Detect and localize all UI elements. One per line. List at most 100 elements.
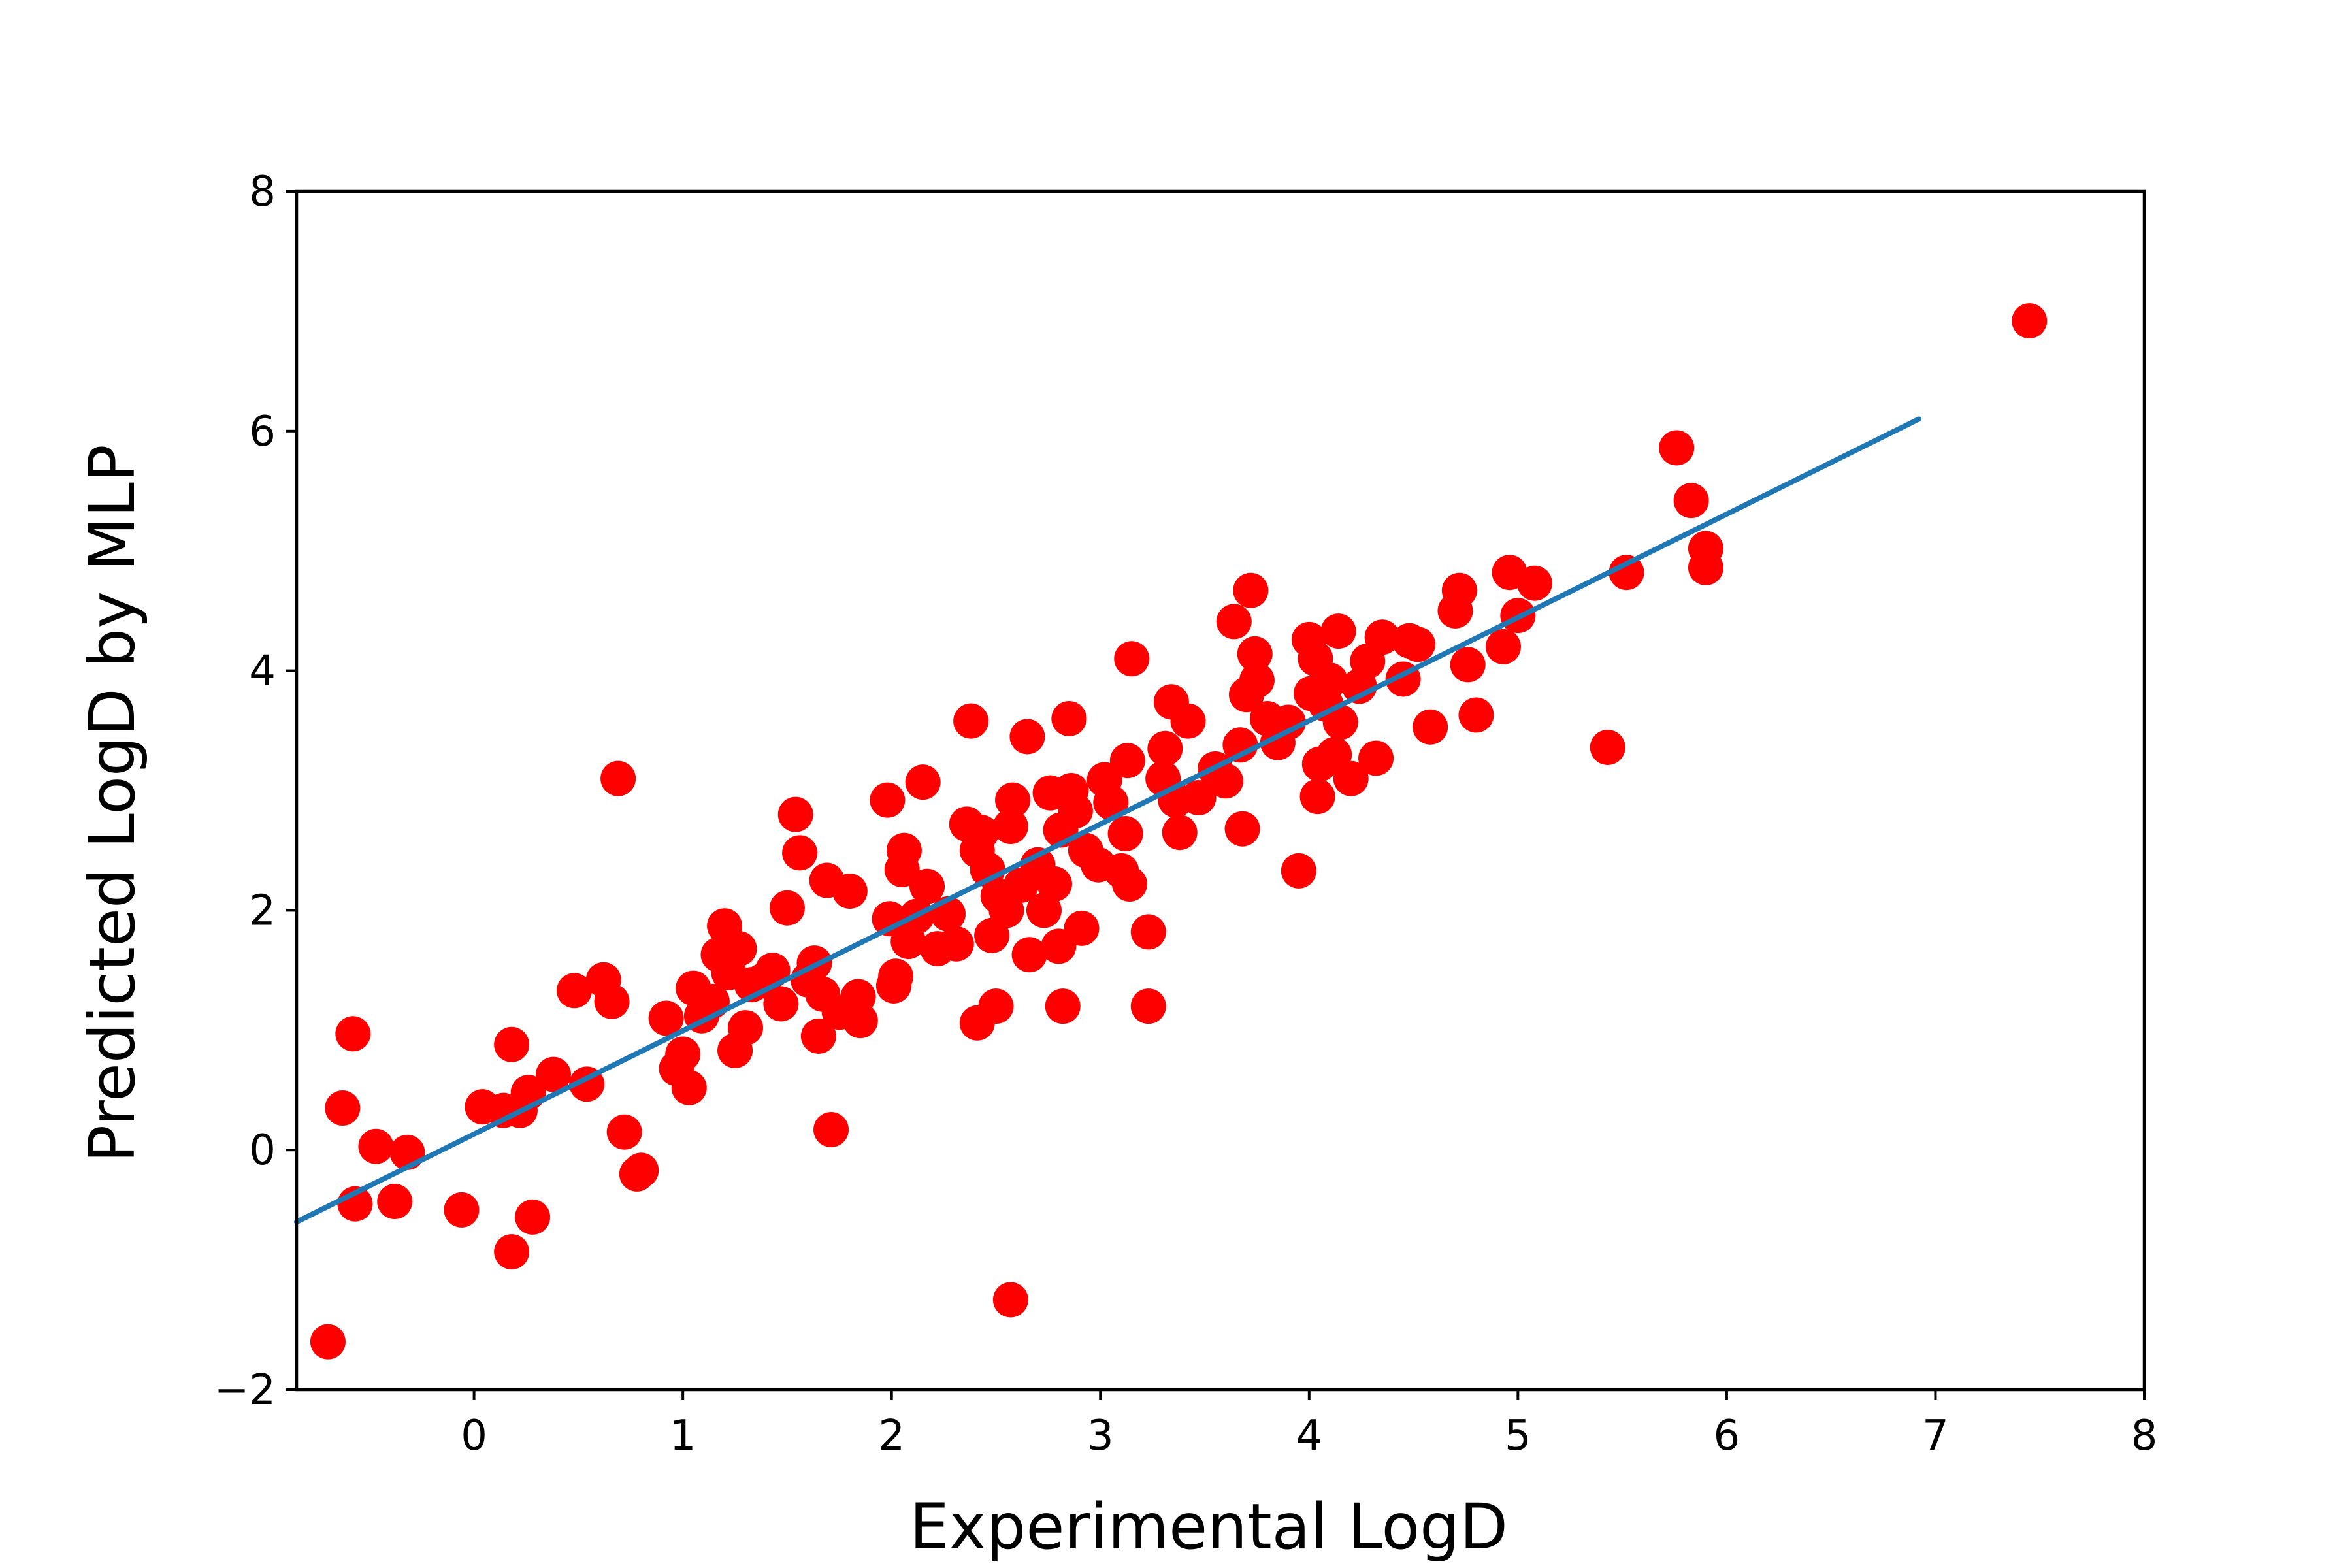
data-point — [1239, 662, 1275, 698]
data-point — [494, 1026, 530, 1062]
data-point — [992, 809, 1028, 845]
x-tick-label: 3 — [1087, 1412, 1114, 1460]
data-point — [721, 931, 757, 967]
data-point — [909, 868, 945, 904]
data-point — [335, 1016, 371, 1052]
data-point — [905, 764, 941, 800]
y-tick-label: 4 — [249, 647, 276, 696]
data-point — [1609, 555, 1644, 591]
x-tick-label: 0 — [461, 1412, 487, 1460]
data-point — [556, 973, 592, 1009]
data-point — [2012, 303, 2048, 339]
data-point — [1450, 647, 1486, 683]
data-point — [1107, 816, 1143, 852]
data-point — [1333, 760, 1369, 796]
data-point — [1358, 740, 1394, 776]
data-point — [1216, 604, 1252, 640]
data-point — [536, 1056, 572, 1092]
data-point — [671, 1070, 707, 1105]
x-tick-label: 4 — [1296, 1412, 1322, 1460]
y-tick-label: 0 — [249, 1126, 276, 1175]
data-point — [1045, 988, 1081, 1024]
data-point — [1322, 704, 1358, 740]
data-point — [1093, 785, 1129, 821]
data-point — [1057, 793, 1093, 829]
y-tick-label: −2 — [214, 1366, 276, 1414]
x-tick-label: 5 — [1505, 1412, 1531, 1460]
data-point — [769, 890, 805, 926]
data-point — [648, 1000, 684, 1036]
data-point — [1233, 572, 1269, 608]
data-point — [1485, 629, 1521, 664]
fit-line-group — [294, 416, 1921, 1225]
data-point — [832, 874, 868, 909]
data-point — [1064, 910, 1100, 946]
x-tick-label: 2 — [878, 1412, 905, 1460]
data-point — [1130, 988, 1166, 1024]
data-point — [1441, 572, 1477, 608]
data-point — [964, 815, 1000, 851]
y-tick-label: 2 — [249, 887, 276, 935]
data-point — [1364, 619, 1400, 655]
data-point — [886, 832, 922, 868]
data-point — [1224, 811, 1260, 847]
data-point — [878, 958, 914, 994]
data-point — [494, 1234, 530, 1270]
data-point — [1036, 866, 1072, 902]
data-point — [1207, 763, 1243, 799]
data-point — [358, 1128, 394, 1164]
data-point — [1516, 565, 1552, 601]
data-point — [842, 1003, 878, 1039]
data-point — [606, 1114, 642, 1150]
data-point — [325, 1090, 361, 1126]
data-point — [1109, 743, 1145, 779]
data-point — [1051, 700, 1087, 736]
x-axis-label: Experimental LogD — [909, 1490, 1508, 1563]
data-point — [995, 782, 1031, 818]
data-point — [978, 988, 1014, 1024]
data-point — [1222, 727, 1258, 763]
data-point — [1270, 704, 1306, 740]
fit-line — [294, 416, 1921, 1225]
y-axis-ticks: −2 0 2 4 6 8 — [214, 168, 297, 1414]
data-point — [1413, 709, 1448, 745]
data-point — [953, 703, 989, 739]
data-point — [1147, 730, 1183, 766]
data-point — [1590, 729, 1625, 765]
x-tick-label: 6 — [1714, 1412, 1740, 1460]
data-point — [870, 782, 906, 818]
data-point — [600, 760, 636, 796]
data-point — [1170, 703, 1206, 739]
data-point — [594, 983, 630, 1019]
data-point — [444, 1192, 480, 1228]
data-point — [813, 1112, 849, 1148]
data-point — [1659, 430, 1695, 466]
data-point — [763, 986, 799, 1022]
data-point — [515, 1199, 551, 1235]
data-point — [1130, 914, 1166, 950]
data-point — [800, 1018, 836, 1054]
data-point — [938, 926, 974, 962]
data-point — [1114, 641, 1150, 677]
data-point — [310, 1324, 346, 1360]
y-tick-label: 8 — [249, 168, 276, 216]
data-point — [1181, 780, 1217, 816]
data-point — [992, 1282, 1028, 1318]
data-point — [728, 1010, 764, 1046]
x-tick-label: 8 — [2131, 1412, 2158, 1460]
data-point — [1458, 697, 1494, 733]
data-point — [1237, 636, 1273, 672]
data-point — [1162, 815, 1198, 851]
data-point — [665, 1036, 701, 1072]
data-point — [1011, 937, 1047, 973]
data-point — [1281, 853, 1316, 889]
data-point — [1688, 549, 1723, 585]
x-axis-ticks: 0 1 2 3 4 5 6 7 8 — [461, 1390, 2157, 1460]
data-point — [1299, 779, 1335, 815]
data-point — [1320, 613, 1356, 649]
x-tick-label: 7 — [1922, 1412, 1949, 1460]
data-point — [1673, 483, 1709, 519]
data-point — [1399, 627, 1435, 662]
data-point — [1009, 719, 1045, 755]
